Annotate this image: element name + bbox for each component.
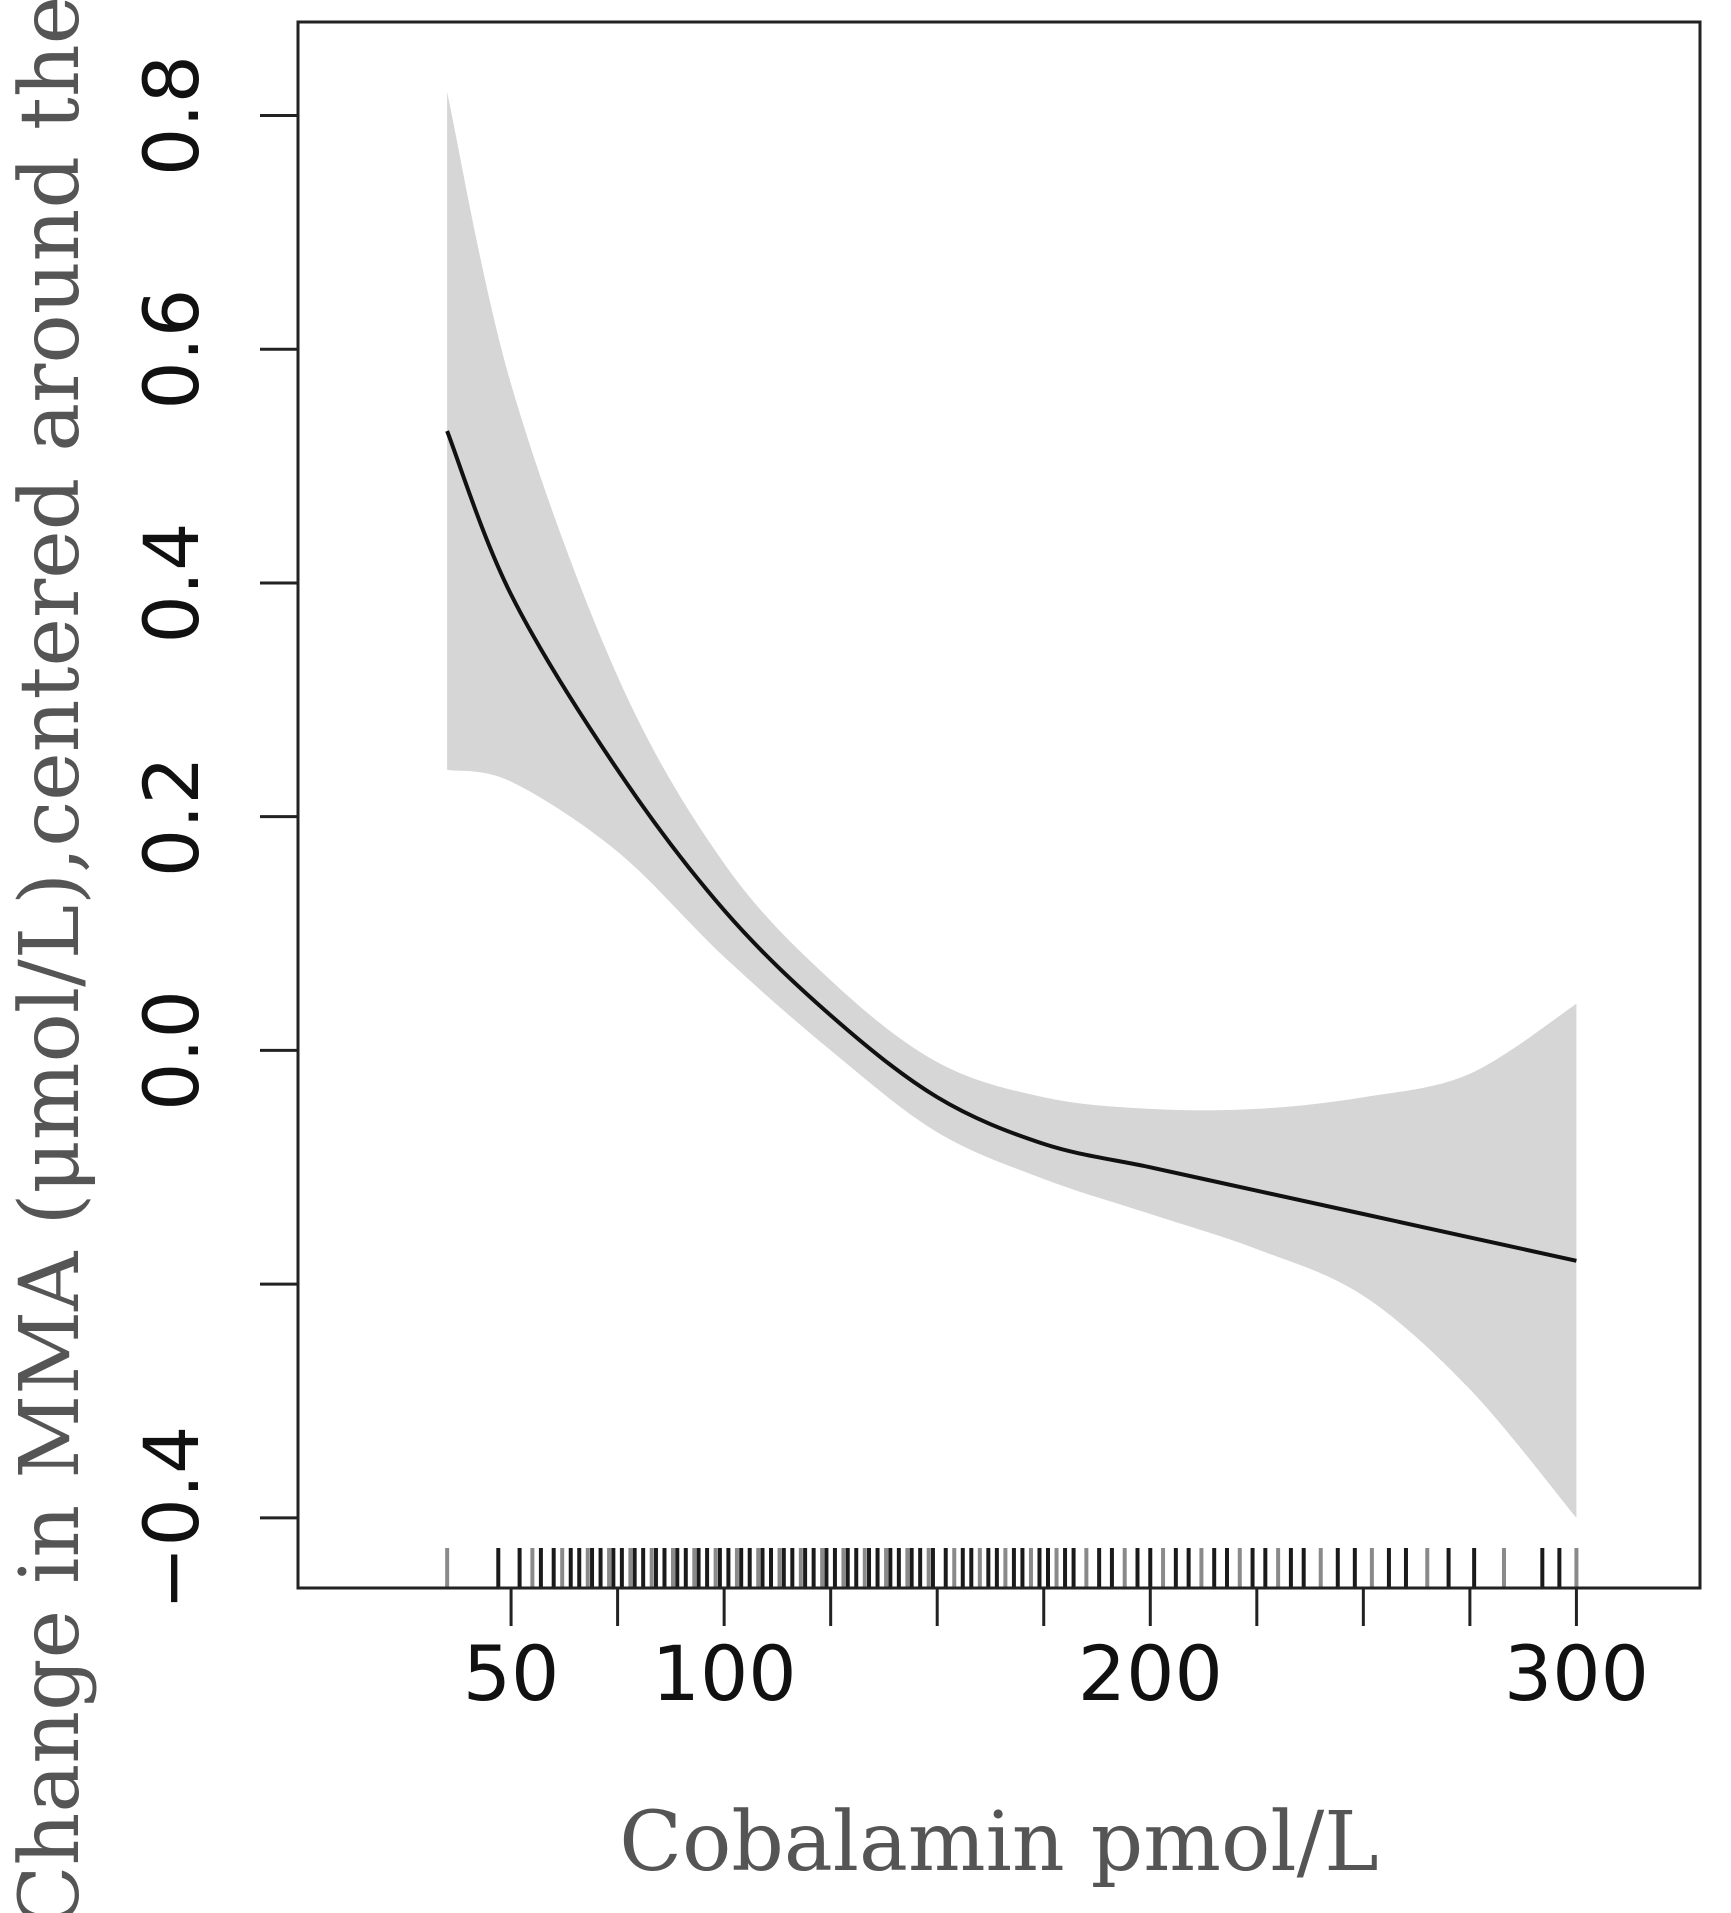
plot-frame — [296, 20, 1702, 1590]
confidence-band-layer — [447, 92, 1577, 1518]
confidence-band — [447, 92, 1577, 1518]
rug-layer — [445, 1548, 1579, 1588]
y-tick-label: 0.8 — [127, 55, 216, 176]
x-tick-label: 100 — [652, 1629, 797, 1718]
x-axis-title: Cobalamin pmol/L — [619, 1795, 1378, 1890]
x-tick-label: 200 — [1078, 1629, 1223, 1718]
y-tick-label: 0.4 — [127, 523, 216, 644]
x-tick-label: 300 — [1504, 1629, 1649, 1718]
y-axis: −0.4 0.0 0.2 0.4 0.6 0.8 — [127, 55, 298, 1610]
y-axis-title: Change in MMA (μmol/L),centered around t… — [3, 0, 98, 1913]
y-tick-label: 0.2 — [127, 756, 216, 877]
y-tick-label: 0.0 — [127, 990, 216, 1111]
fitted-line — [445, 430, 1577, 1263]
y-tick-label: 0.6 — [127, 289, 216, 410]
y-tick-label: −0.4 — [127, 1426, 216, 1611]
x-tick-label: 50 — [463, 1629, 560, 1718]
fitted-line-layer — [445, 430, 1577, 1263]
x-axis: 50 100 200 300 — [463, 1588, 1649, 1718]
